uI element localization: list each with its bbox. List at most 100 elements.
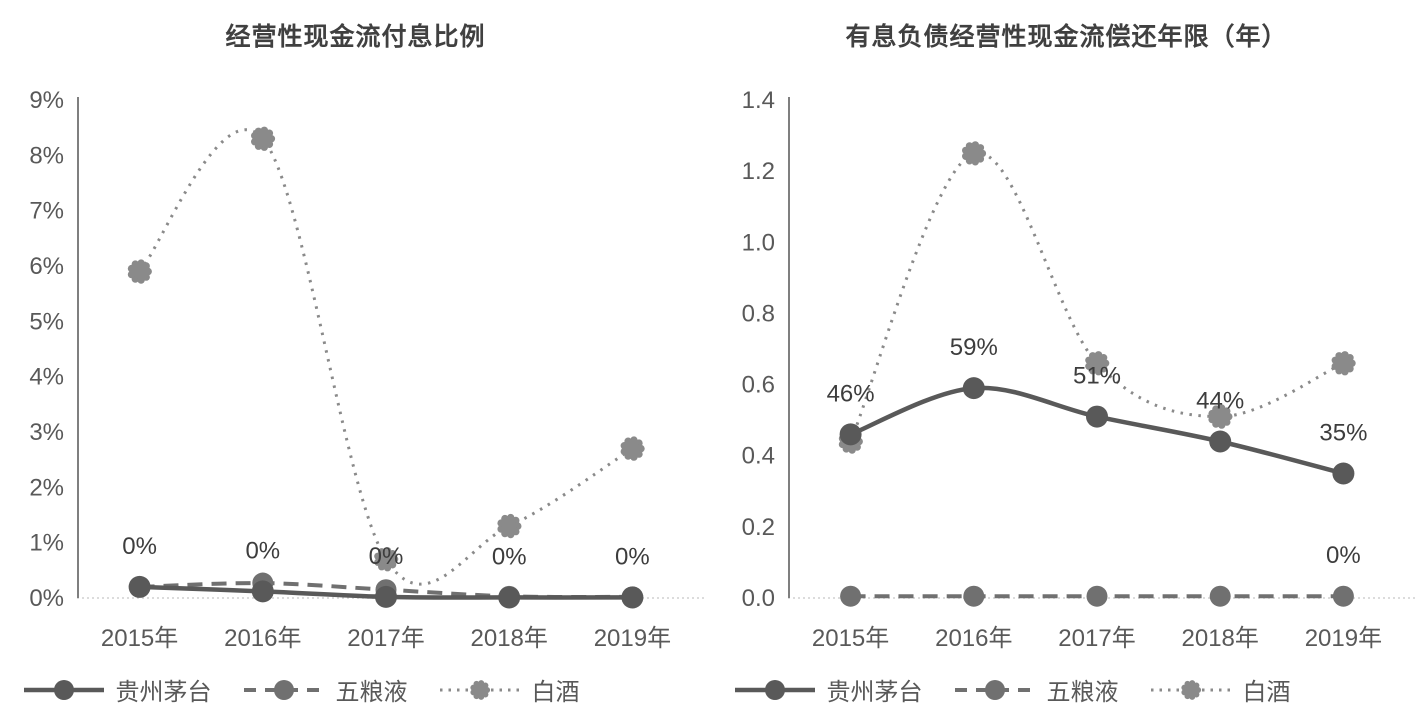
flower-marker	[497, 513, 522, 539]
chart-panel-left: 经营性现金流付息比例 9% 8% 7% 6% 5% 4% 3% 2% 1% 0% 2015年 2016…	[0, 23, 711, 723]
flower-marker	[620, 436, 645, 461]
legend-item-2: 白酒	[438, 672, 580, 707]
chart-legend-left: 贵州茅台 五粮液 白酒	[0, 660, 711, 723]
flower-marker	[1085, 351, 1110, 376]
x-tick-label: 2019年	[594, 625, 671, 652]
circle-marker	[375, 585, 397, 608]
data-label: 0%	[369, 543, 404, 570]
data-label: 46%	[827, 380, 875, 407]
y-tick-label: 0.4	[742, 443, 775, 470]
flower-marker	[127, 259, 152, 284]
legend-label: 白酒	[1242, 679, 1291, 706]
y-tick-label: 1.0	[742, 229, 775, 256]
circle-marker	[1332, 462, 1355, 485]
data-label: 59%	[950, 334, 998, 361]
legend-label: 五粮液	[335, 679, 408, 706]
data-label: 0%	[245, 537, 280, 564]
x-tick-label: 2017年	[1058, 625, 1135, 652]
x-axis-tick-labels: 2015年 2016年 2017年 2018年 2019年	[812, 625, 1382, 652]
legend-item-1: 五粮液	[953, 672, 1119, 707]
legend-item-0: 贵州茅台	[733, 672, 923, 707]
x-tick-label: 2019年	[1305, 625, 1382, 652]
y-axis-tick-labels: 1.4 1.2 1.0 0.8 0.6 0.4 0.2 0.0	[742, 87, 775, 612]
circle-marker	[128, 575, 151, 598]
y-tick-label: 0.0	[742, 585, 775, 612]
legend-line-sample-solid	[23, 679, 104, 700]
legend-line-sample-dotted	[1150, 679, 1231, 700]
y-tick-label: 9%	[29, 87, 64, 114]
legend-item-1: 五粮液	[242, 672, 408, 707]
chart-legend-right: 贵州茅台 五粮液 白酒	[711, 660, 1422, 723]
series-line	[849, 385, 1344, 476]
circle-marker	[839, 423, 862, 446]
flower-marker	[962, 141, 987, 166]
circle-marker	[963, 585, 985, 607]
circle-marker	[840, 585, 862, 607]
y-tick-label: 1.4	[742, 87, 775, 114]
legend-label: 贵州茅台	[115, 679, 212, 706]
legend-line-sample-solid	[734, 679, 815, 700]
data-label: 0%	[492, 543, 527, 570]
legend-item-2: 白酒	[1149, 672, 1291, 707]
legend-item-0: 贵州茅台	[22, 672, 212, 707]
x-tick-label: 2017年	[347, 625, 424, 652]
flower-marker	[1331, 351, 1356, 376]
legend-line-sample-dotted	[439, 679, 520, 700]
line-chart-left: 9% 8% 7% 6% 5% 4% 3% 2% 1% 0% 2015年 2016年 2017年 2018年…	[29, 87, 706, 652]
y-tick-label: 0.6	[742, 372, 775, 399]
x-tick-label: 2016年	[224, 625, 301, 652]
series-solid	[839, 377, 1355, 485]
data-label: 44%	[1196, 387, 1244, 414]
circle-marker	[1209, 430, 1232, 453]
y-tick-label: 3%	[29, 419, 64, 446]
legend-label: 五粮液	[1046, 679, 1119, 706]
series-dotted	[127, 126, 645, 586]
circle-marker	[498, 586, 521, 609]
y-tick-label: 7%	[29, 198, 64, 225]
flower-marker	[251, 126, 276, 151]
data-label: 0%	[1326, 542, 1361, 569]
x-tick-label: 2015年	[812, 625, 889, 652]
x-tick-label: 2018年	[471, 625, 548, 652]
data-label: 0%	[615, 543, 650, 570]
chart-title-left: 经营性现金流付息比例	[225, 23, 486, 51]
circle-marker	[1086, 405, 1108, 428]
data-label: 0%	[122, 533, 157, 560]
y-tick-label: 6%	[29, 253, 64, 280]
flower-marker	[469, 679, 490, 700]
data-labels: 46% 59% 51% 44% 35% 0%	[827, 334, 1368, 569]
circle-marker	[1332, 585, 1354, 607]
series-line	[138, 128, 634, 586]
legend-label: 贵州茅台	[826, 679, 923, 706]
y-tick-label: 0.8	[742, 300, 775, 327]
circle-marker	[251, 580, 274, 603]
y-tick-label: 5%	[29, 308, 64, 335]
circle-marker	[1086, 585, 1108, 607]
x-tick-label: 2015年	[101, 625, 178, 652]
y-tick-label: 0.2	[742, 514, 775, 541]
x-axis-tick-labels: 2015年 2016年 2017年 2018年 2019年	[101, 625, 671, 652]
series-line	[849, 151, 1345, 443]
y-tick-label: 1.2	[742, 158, 775, 185]
series-solid	[128, 575, 644, 609]
circle-marker	[962, 377, 985, 400]
y-tick-label: 1%	[29, 530, 64, 557]
legend-line-sample-dashed	[954, 679, 1035, 700]
flower-marker	[374, 547, 399, 572]
series-dashed	[840, 585, 1354, 607]
x-tick-label: 2018年	[1182, 625, 1259, 652]
circle-marker	[1209, 585, 1231, 607]
y-tick-label: 2%	[29, 474, 64, 501]
legend-line-sample-dashed	[243, 679, 324, 700]
chart-title-right: 有息负债经营性现金流偿还年限（年）	[845, 23, 1288, 51]
y-tick-label: 8%	[29, 142, 64, 169]
circle-marker	[621, 586, 644, 609]
flower-marker	[1180, 679, 1201, 700]
x-tick-label: 2016年	[935, 625, 1012, 652]
y-tick-label: 0%	[29, 585, 64, 612]
y-axis-tick-labels: 9% 8% 7% 6% 5% 4% 3% 2% 1% 0%	[29, 87, 64, 612]
data-labels: 0% 0% 0% 0% 0%	[122, 533, 649, 571]
y-tick-label: 4%	[29, 364, 64, 391]
